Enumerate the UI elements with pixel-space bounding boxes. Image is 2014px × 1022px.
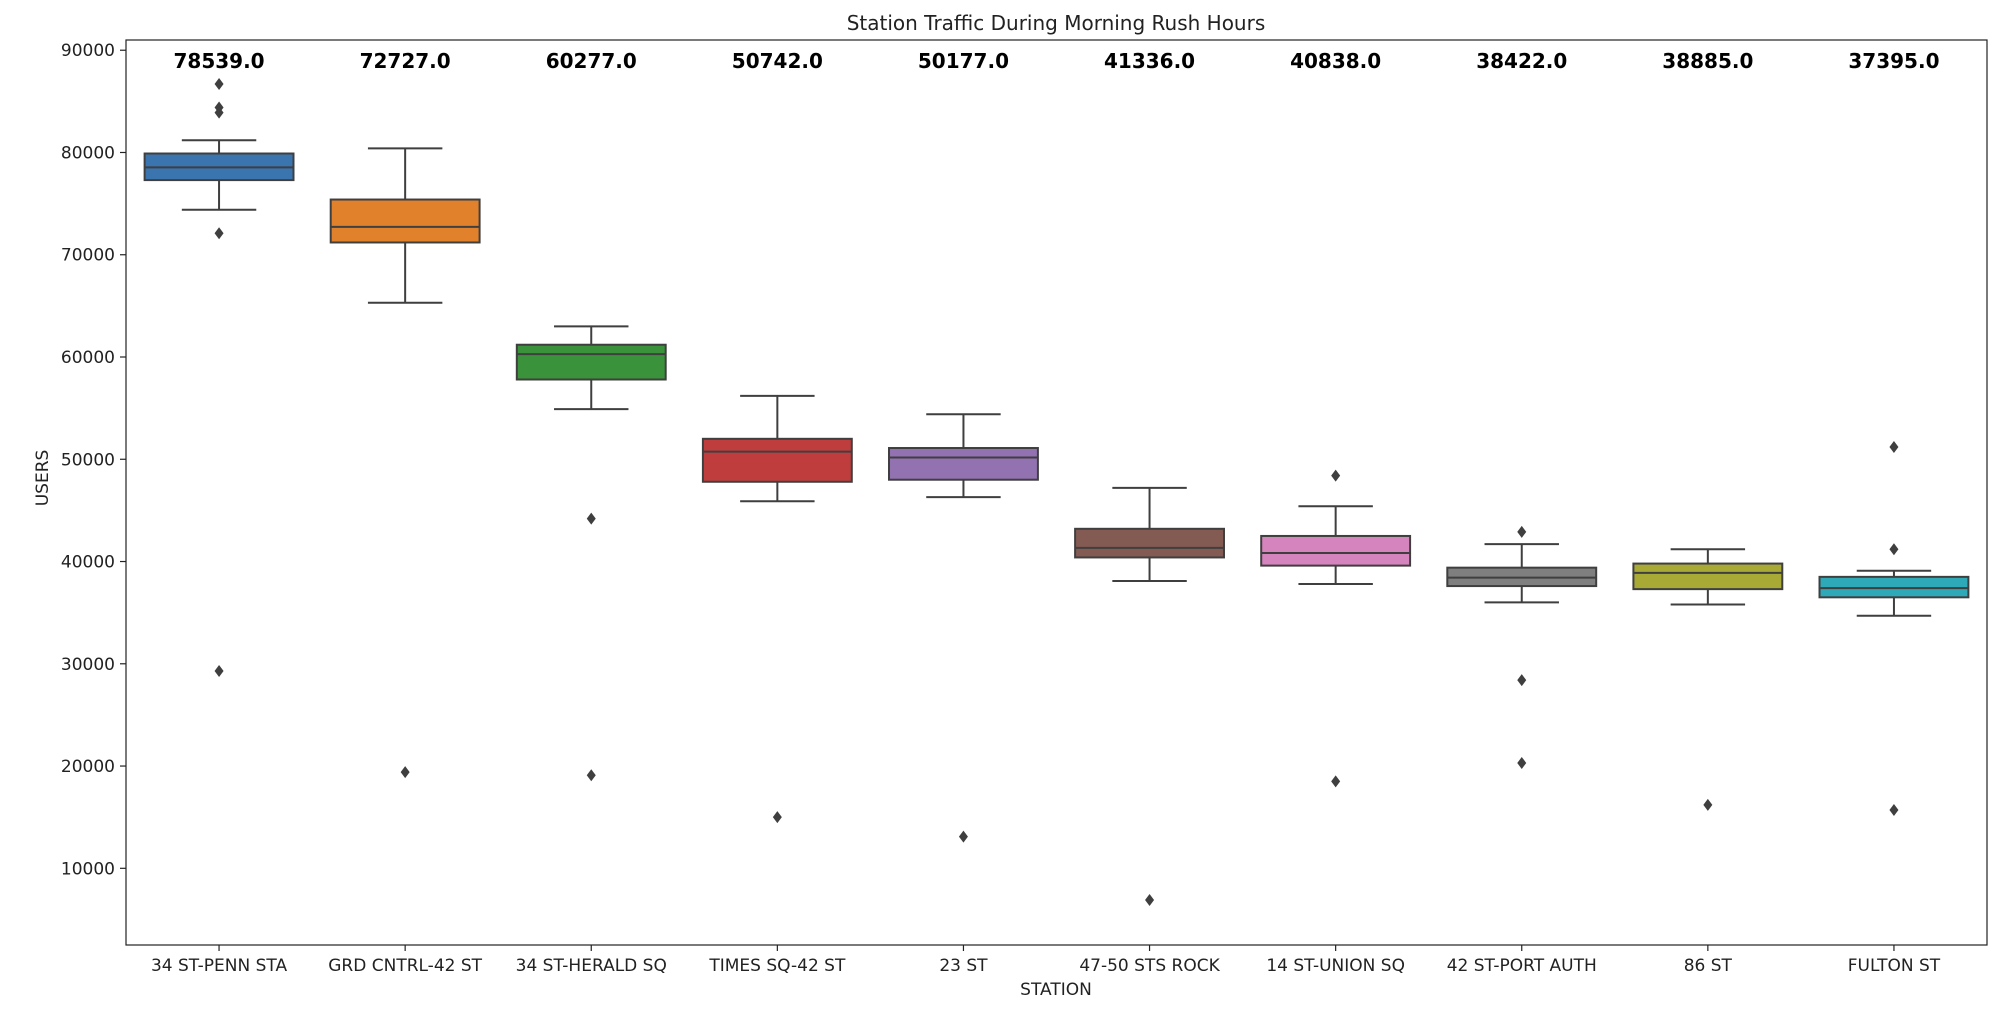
box-group-0: 78539.0 bbox=[143, 49, 295, 677]
y-tick-label: 60000 bbox=[61, 348, 115, 368]
outlier-point bbox=[1703, 798, 1713, 811]
plot-area: 78539.0 72727.0 60277.0 50742.0 50177.0 41336… bbox=[143, 49, 1970, 907]
outlier-point bbox=[1145, 894, 1155, 907]
y-tick-label: 30000 bbox=[61, 655, 115, 675]
median-value-label: 78539.0 bbox=[174, 49, 265, 73]
box-group-1: 72727.0 bbox=[329, 49, 481, 779]
median-value-label: 40838.0 bbox=[1290, 49, 1381, 73]
outlier-point bbox=[1517, 525, 1527, 538]
y-tick-label: 20000 bbox=[61, 757, 115, 777]
box-group-9: 37395.0 bbox=[1818, 49, 1970, 817]
y-tick-label: 70000 bbox=[61, 246, 115, 266]
box-iqr bbox=[888, 447, 1039, 481]
outlier-point bbox=[772, 811, 782, 824]
x-axis-title: STATION bbox=[1020, 980, 1092, 1000]
box-iqr bbox=[515, 343, 667, 381]
x-tick-label: 23 ST bbox=[939, 956, 988, 976]
outlier-point bbox=[586, 769, 596, 782]
outlier-point bbox=[214, 106, 224, 119]
box-iqr bbox=[701, 437, 853, 483]
outlier-point bbox=[1889, 543, 1899, 556]
median-value-label: 60277.0 bbox=[546, 49, 637, 73]
outlier-point bbox=[1517, 756, 1527, 769]
axes: 34 ST-PENN STA GRD CNTRL-42 ST 34 ST-HERAL… bbox=[61, 39, 1988, 976]
median-value-label: 38422.0 bbox=[1476, 49, 1567, 73]
median-value-label: 37395.0 bbox=[1848, 49, 1939, 73]
outlier-point bbox=[214, 664, 224, 677]
box-iqr bbox=[1074, 527, 1225, 559]
chart-title: Station Traffic During Morning Rush Hour… bbox=[847, 11, 1266, 35]
x-tick-label: 34 ST-PENN STA bbox=[151, 956, 287, 976]
median-value-label: 50177.0 bbox=[918, 49, 1009, 73]
x-tick-label: TIMES SQ-42 ST bbox=[708, 956, 846, 976]
outlier-point bbox=[1889, 440, 1899, 453]
x-tick-label: 86 ST bbox=[1684, 956, 1733, 976]
x-tick-label: 14 ST-UNION SQ bbox=[1266, 956, 1405, 976]
y-axis-title: USERS bbox=[33, 450, 53, 507]
box-iqr bbox=[1260, 534, 1412, 567]
median-value-label: 50742.0 bbox=[732, 49, 823, 73]
outlier-point bbox=[400, 766, 410, 779]
box-group-3: 50742.0 bbox=[701, 49, 853, 824]
y-tick-label: 50000 bbox=[61, 450, 115, 470]
plot-frame bbox=[125, 39, 1988, 946]
outlier-point bbox=[586, 512, 596, 525]
outlier-point bbox=[1331, 469, 1341, 482]
y-tick-label: 80000 bbox=[61, 143, 115, 163]
box-group-7: 38422.0 bbox=[1446, 49, 1598, 769]
outlier-point bbox=[1889, 804, 1899, 817]
x-tick-label: 47-50 STS ROCK bbox=[1079, 956, 1220, 976]
y-tick-label: 90000 bbox=[61, 41, 115, 61]
box-iqr bbox=[1818, 575, 1970, 599]
box-group-6: 40838.0 bbox=[1260, 49, 1412, 788]
box-group-8: 38885.0 bbox=[1632, 49, 1784, 811]
x-tick-label: GRD CNTRL-42 ST bbox=[328, 956, 482, 976]
x-tick-label: 42 ST-PORT AUTH bbox=[1447, 956, 1597, 976]
y-tick-label: 10000 bbox=[61, 859, 115, 879]
box-group-4: 50177.0 bbox=[888, 49, 1039, 843]
x-tick-label: FULTON ST bbox=[1848, 956, 1941, 976]
median-value-label: 41336.0 bbox=[1104, 49, 1195, 73]
x-tick-label: 34 ST-HERALD SQ bbox=[516, 956, 667, 976]
outlier-point bbox=[1517, 674, 1527, 687]
outlier-point bbox=[1331, 775, 1341, 788]
median-value-label: 72727.0 bbox=[360, 49, 451, 73]
median-value-label: 38885.0 bbox=[1662, 49, 1753, 73]
outlier-point bbox=[958, 830, 968, 843]
box-iqr bbox=[329, 198, 481, 244]
box-group-5: 41336.0 bbox=[1074, 49, 1225, 907]
box-iqr bbox=[1632, 562, 1784, 591]
outlier-point bbox=[214, 227, 224, 240]
box-group-2: 60277.0 bbox=[515, 49, 667, 782]
outlier-point bbox=[214, 77, 224, 90]
y-tick-label: 40000 bbox=[61, 553, 115, 573]
